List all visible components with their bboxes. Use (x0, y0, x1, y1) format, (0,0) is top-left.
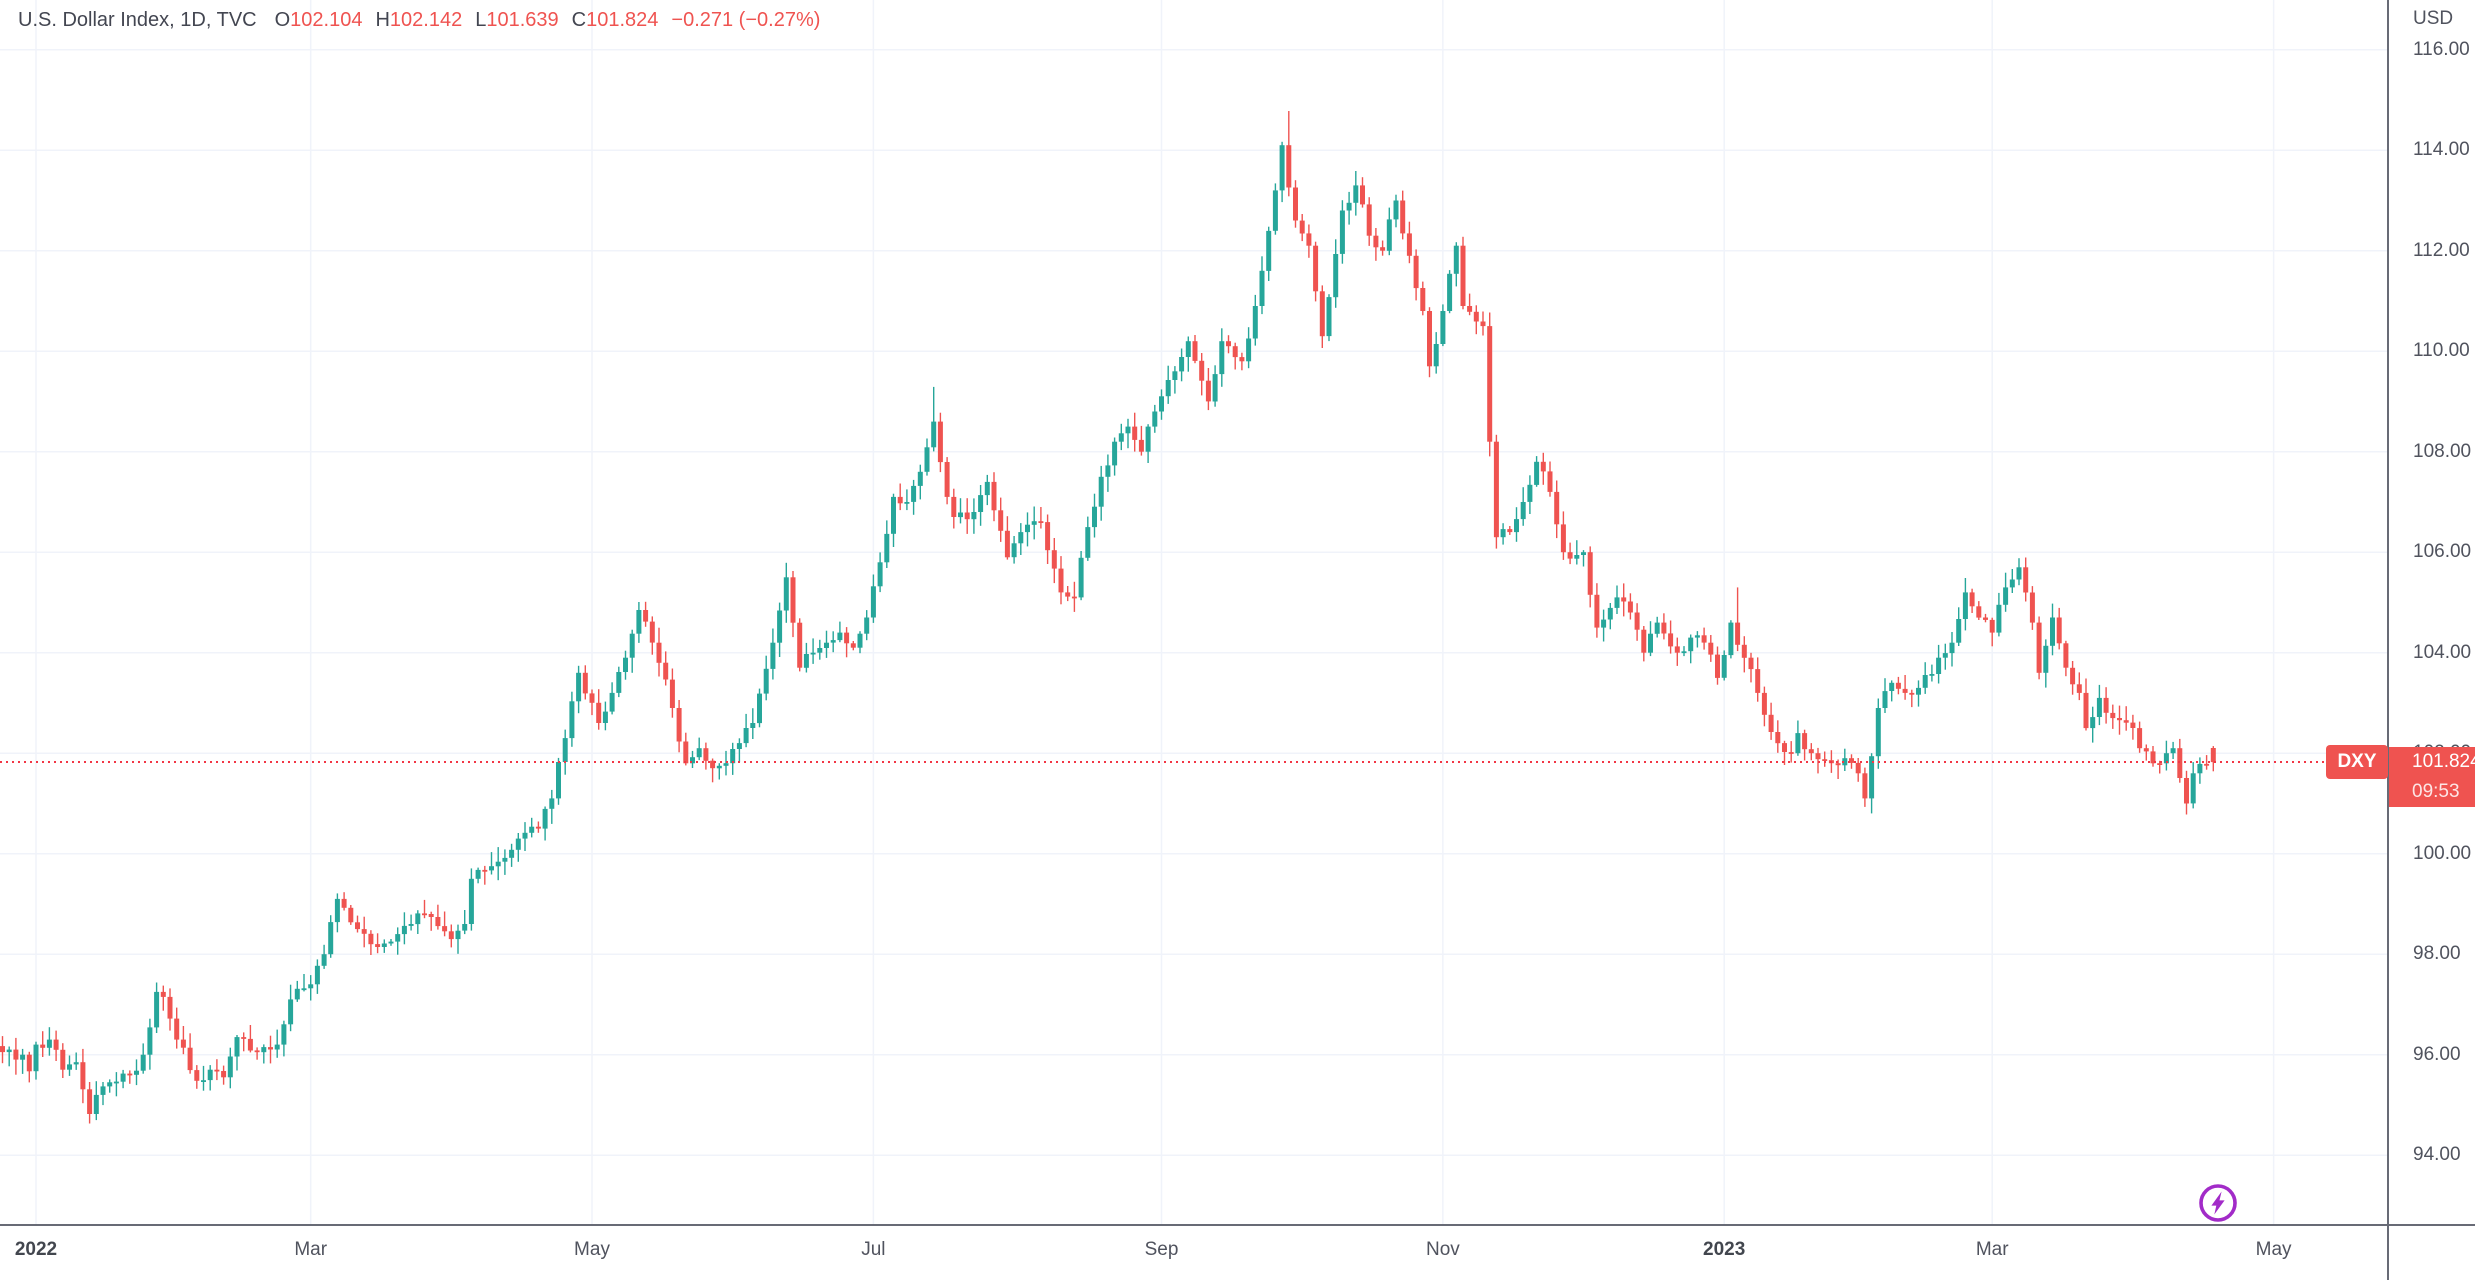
time-tick-label: Sep (1144, 1239, 1179, 1260)
last-price-badge: 101.824 09:53 (2389, 747, 2475, 807)
symbol-price-flag: DXY (2326, 745, 2388, 779)
price-axis-border (2387, 0, 2389, 1280)
price-tick-label: 100.00 (2413, 842, 2472, 864)
time-tick-label: Mar (294, 1239, 328, 1260)
time-tick-label: 2023 (1703, 1239, 1746, 1260)
price-tick-label: 112.00 (2413, 239, 2470, 261)
symbol-legend: U.S. Dollar Index, 1D, TVC O102.104 H102.1… (18, 9, 820, 32)
ohlc-item: H102.142 (375, 9, 463, 31)
time-tick-label: Jul (861, 1239, 886, 1260)
price-tick-label: 106.00 (2413, 541, 2472, 563)
price-tick-label: 108.00 (2413, 440, 2472, 462)
change-value: −0.271 (−0.27%) (671, 9, 821, 31)
currency-label: USD (2413, 8, 2454, 29)
price-tick-label: 114.00 (2413, 139, 2470, 161)
ohlc-values: O102.104 H102.142 L101.639 C101.824 (275, 9, 672, 31)
symbol-title[interactable]: U.S. Dollar Index, 1D, TVC (18, 9, 257, 31)
bar-countdown: 09:53 (2412, 781, 2460, 802)
time-tick-label: 2022 (14, 1239, 58, 1260)
last-price-value: 101.824 (2412, 751, 2475, 772)
price-tick-label: 98.00 (2413, 943, 2461, 965)
ohlc-item: O102.104 (274, 9, 363, 31)
time-tick-label: Nov (1425, 1239, 1460, 1260)
price-tick-label: 96.00 (2413, 1043, 2461, 1065)
price-tick-label: 116.00 (2413, 38, 2470, 60)
time-tick-label: Mar (1975, 1239, 2009, 1260)
time-axis-border (0, 1224, 2475, 1226)
ohlc-item: C101.824 (571, 9, 659, 31)
price-tick-label: 104.00 (2413, 641, 2472, 663)
time-axis[interactable]: 2022 Mar May Jul Sep Nov 2023 Mar May (0, 1226, 2475, 1280)
price-axis[interactable]: USD 116.00 114.00 112.00 110.00 108.00 106.00… (2389, 0, 2475, 1224)
price-tick-label: 110.00 (2413, 340, 2470, 362)
lightning-icon[interactable] (2197, 1182, 2239, 1224)
price-tick-label: 94.00 (2413, 1144, 2461, 1166)
time-tick-label: May (574, 1239, 610, 1260)
candlestick-chart[interactable] (0, 0, 2389, 1224)
ohlc-item: L101.639 (475, 9, 559, 31)
time-tick-label: May (2255, 1239, 2292, 1260)
